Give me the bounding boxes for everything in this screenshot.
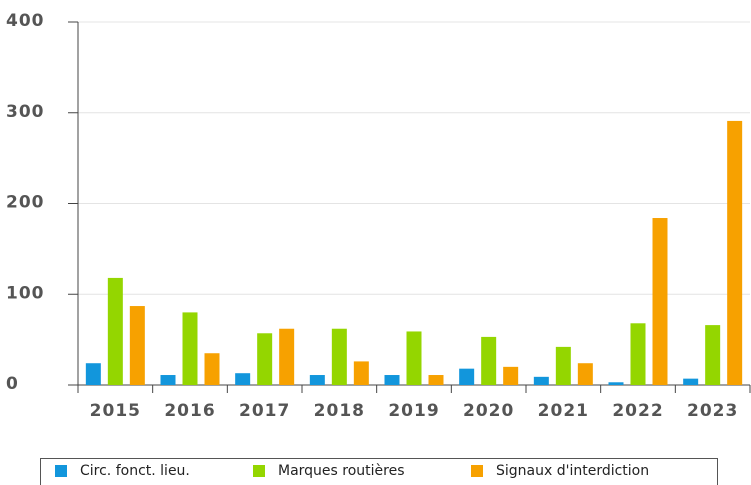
bar	[384, 375, 400, 385]
bar	[331, 328, 347, 385]
x-tick-label: 2015	[90, 401, 141, 421]
x-tick-label: 2019	[388, 401, 439, 421]
legend-swatch	[55, 465, 67, 477]
bar	[555, 346, 571, 385]
bar	[533, 376, 549, 385]
y-tick-label: 300	[6, 102, 45, 122]
x-tick-label: 2016	[164, 401, 215, 421]
x-tick-label: 2023	[687, 401, 738, 421]
bar	[630, 323, 646, 385]
bar	[705, 325, 721, 385]
bar	[652, 218, 668, 385]
bar	[235, 373, 251, 385]
legend-label: Marques routières	[278, 463, 405, 479]
x-tick-label: 2022	[612, 401, 663, 421]
legend-label: Signaux d'interdiction	[496, 463, 649, 479]
bar	[459, 368, 475, 385]
legend	[40, 458, 718, 485]
x-tick-label: 2021	[538, 401, 589, 421]
bar	[107, 277, 123, 385]
bar	[309, 375, 325, 385]
bar	[85, 363, 101, 385]
bar	[182, 312, 198, 385]
bar	[353, 361, 369, 385]
bar	[129, 306, 145, 385]
bar	[160, 375, 176, 385]
bar	[428, 375, 444, 385]
bar	[577, 363, 593, 385]
legend-swatch	[253, 465, 265, 477]
bar	[683, 378, 699, 385]
x-tick-label: 2020	[463, 401, 514, 421]
y-tick-label: 100	[6, 283, 45, 303]
bar	[204, 353, 220, 385]
bar	[727, 120, 743, 385]
x-tick-label: 2018	[314, 401, 365, 421]
bar	[406, 331, 422, 385]
legend-swatch	[471, 465, 483, 477]
x-tick-label: 2017	[239, 401, 290, 421]
y-tick-label: 200	[6, 193, 45, 213]
bar	[257, 333, 273, 385]
y-tick-label: 0	[6, 374, 19, 394]
bar	[481, 336, 497, 385]
y-tick-label: 400	[6, 11, 45, 31]
bar	[503, 366, 519, 385]
legend-label: Circ. fonct. lieu.	[80, 463, 190, 479]
bar	[279, 328, 295, 385]
bar	[608, 382, 624, 385]
